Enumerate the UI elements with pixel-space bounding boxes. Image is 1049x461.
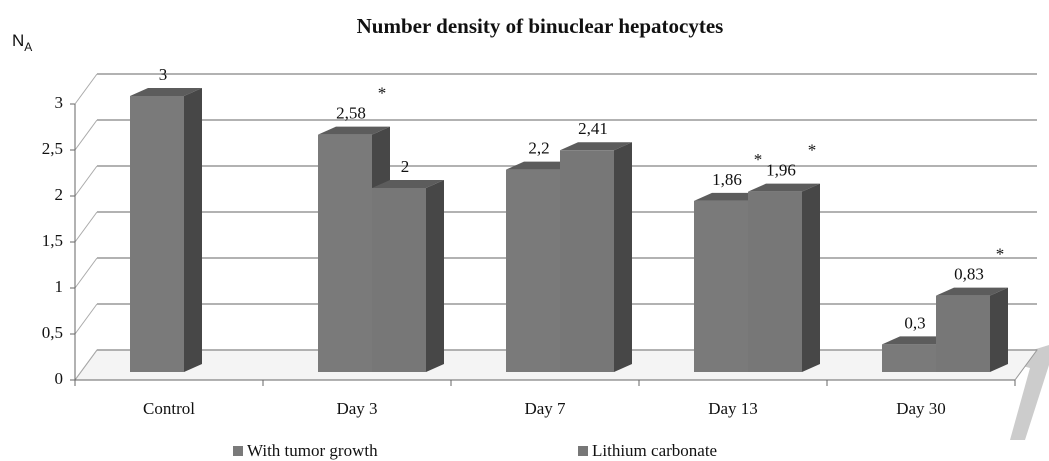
y-axis-label: NA (12, 31, 32, 54)
bar-top (318, 126, 390, 135)
legend-swatch (578, 446, 588, 456)
data-label: 1,96 (766, 161, 796, 180)
decoration (1000, 345, 1049, 440)
y-tick-label: 0 (55, 369, 64, 388)
x-tick-label: Day 13 (708, 399, 758, 418)
significance-mark: * (808, 141, 817, 160)
y-axis-label-sub: A (24, 40, 32, 54)
bar (882, 344, 936, 372)
chart-title: Number density of binuclear hepatocytes (357, 14, 724, 38)
y-tick-label: 1 (55, 277, 64, 296)
bar (694, 200, 748, 372)
data-label: 2 (401, 157, 410, 176)
data-label: 0,3 (904, 313, 925, 332)
bar (506, 169, 560, 372)
bar-side (802, 183, 820, 372)
bar-side (184, 88, 202, 372)
bar-side (614, 142, 632, 372)
bar (318, 134, 372, 372)
data-label: 0,83 (954, 265, 984, 284)
grid-line-side (74, 211, 98, 243)
legend-label: With tumor growth (247, 441, 378, 460)
data-label: 1,86 (712, 170, 742, 189)
bar (372, 188, 426, 372)
bar (936, 295, 990, 372)
legend-label: Lithium carbonate (592, 441, 717, 460)
bar-top (560, 142, 632, 151)
x-tick-label: Day 7 (524, 399, 566, 418)
y-tick-label: 3 (55, 93, 64, 112)
grid-line-side (74, 257, 98, 289)
y-tick-label: 0,5 (42, 323, 63, 342)
x-tick-label: Day 3 (336, 399, 377, 418)
bar-side (990, 287, 1008, 372)
grid-line-side (74, 303, 98, 335)
significance-mark: * (996, 245, 1005, 264)
data-label: 2,2 (528, 139, 549, 158)
grid-line-side (74, 349, 98, 381)
x-tick-label: Day 30 (896, 399, 946, 418)
bar (130, 96, 184, 372)
y-axis-label-main: N (12, 31, 24, 50)
bar-top (936, 287, 1008, 296)
y-tick-label: 2 (55, 185, 64, 204)
legend-swatch (233, 446, 243, 456)
bar-top (748, 183, 820, 192)
data-label: 3 (159, 65, 168, 84)
y-tick-label: 2,5 (42, 139, 63, 158)
grid-line-side (74, 119, 98, 151)
bar-top (372, 180, 444, 188)
significance-mark: * (378, 84, 387, 103)
data-label: 2,58 (336, 104, 366, 123)
y-tick-label: 1,5 (42, 231, 63, 250)
grid-line-side (74, 73, 98, 105)
significance-mark: * (754, 150, 763, 169)
bar-side (426, 180, 444, 372)
x-tick-label: Control (143, 399, 195, 418)
bar (748, 191, 802, 372)
bar (560, 150, 614, 372)
data-label: 2,41 (578, 119, 608, 138)
grid-line-side (74, 165, 98, 197)
bar-top (130, 88, 202, 96)
